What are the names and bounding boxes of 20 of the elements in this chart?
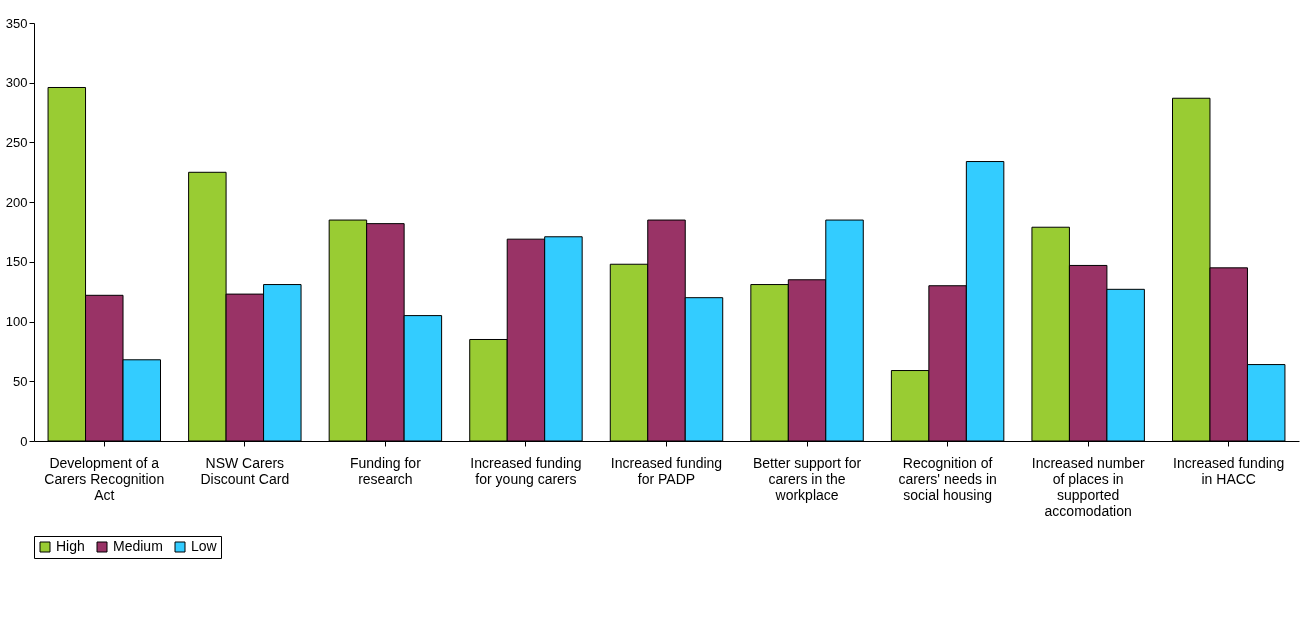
x-tick-label: NSW Carers Discount Card <box>200 454 290 487</box>
legend-label: Medium <box>113 538 163 554</box>
x-tick-label: Better support for carers in the workplace <box>752 454 862 503</box>
legend-label: High <box>56 538 85 554</box>
x-tick-label: Increased funding for young carers <box>470 454 582 487</box>
x-tick-label: Increased number of places in supported accomodation <box>1031 454 1145 519</box>
legend-label: Low <box>191 538 218 554</box>
y-tick-label: 0 <box>20 433 28 449</box>
y-tick-label: 250 <box>5 134 28 150</box>
y-tick-label: 200 <box>5 194 28 210</box>
y-tick-label: 50 <box>13 373 28 389</box>
x-tick-label: Increased funding for PADP <box>610 454 723 487</box>
x-tick-label: Funding for research <box>349 454 422 487</box>
y-tick-label: 350 <box>5 15 28 31</box>
y-tick-label: 300 <box>5 75 28 91</box>
x-tick-label: Development of a Carers Recognition Act <box>44 454 165 503</box>
x-tick-label: Recognition of carers' needs in social housing <box>898 454 997 503</box>
x-tick-label: Increased funding in HACC <box>1173 454 1285 487</box>
y-tick-label: 100 <box>5 314 28 330</box>
y-tick-label: 150 <box>5 254 28 270</box>
